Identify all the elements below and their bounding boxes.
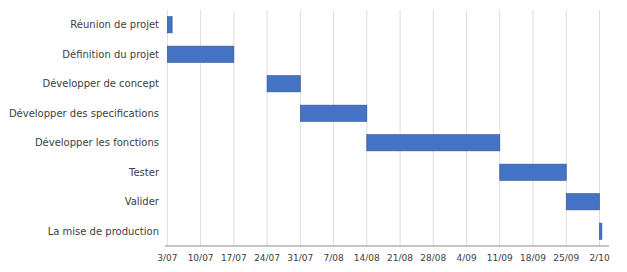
bar: [167, 46, 233, 62]
bar: [566, 194, 599, 210]
x-tick-label: 28/08: [420, 253, 446, 263]
bars: [167, 17, 602, 240]
bar: [167, 17, 172, 33]
grid-line: [499, 10, 500, 246]
x-axis: [165, 246, 609, 247]
grid-line: [599, 10, 600, 246]
grid-line: [333, 10, 334, 246]
bar: [300, 105, 366, 121]
bar: [600, 223, 602, 239]
grid: [167, 10, 599, 246]
grid-line: [533, 10, 534, 246]
x-tick-label: 17/07: [221, 253, 247, 263]
x-tick-label: 14/08: [354, 253, 380, 263]
y-tick-label: Développer les fonctions: [35, 137, 159, 148]
y-tick-label: Définition du projet: [62, 49, 159, 60]
bar: [500, 164, 566, 180]
x-tick-label: 18/09: [520, 253, 546, 263]
grid-line: [433, 10, 434, 246]
bar: [267, 76, 300, 92]
x-tick-label: 11/09: [487, 253, 513, 263]
y-tick-label: Développer de concept: [42, 78, 159, 89]
grid-line: [200, 10, 201, 246]
x-tick-label: 7/08: [323, 253, 343, 263]
y-tick-label: Valider: [125, 196, 160, 207]
grid-line: [300, 10, 301, 246]
x-tick-label: 31/07: [287, 253, 313, 263]
grid-line: [400, 10, 401, 246]
grid-line: [566, 10, 567, 246]
x-tick-label: 3/07: [157, 253, 177, 263]
y-tick-label: Réunion de projet: [70, 19, 159, 30]
x-tick-label: 2/10: [589, 253, 609, 263]
x-tick-label: 4/09: [456, 253, 476, 263]
bar: [367, 135, 500, 151]
grid-line: [366, 10, 367, 246]
x-tick-labels: 3/07 10/07 17/07 24/07 31/07 7/08 14/08 21/08 28…: [157, 253, 610, 263]
x-tick-label: 25/09: [553, 253, 579, 263]
grid-line: [167, 10, 168, 246]
x-tick-label: 21/08: [387, 253, 413, 263]
chart: Réunion de projet Définition du projet Dév…: [0, 0, 627, 272]
y-tick-label: Développer des specifications: [9, 108, 159, 119]
y-tick-labels: Réunion de projet Définition du projet Dév…: [9, 19, 160, 237]
chart-container: Réunion de projet Définition du projet Dév…: [0, 0, 627, 272]
grid-line: [466, 10, 467, 246]
y-tick-label: Tester: [128, 167, 160, 178]
grid-line: [267, 10, 268, 246]
grid-line: [233, 10, 234, 246]
x-tick-label: 24/07: [254, 253, 280, 263]
x-tick-label: 10/07: [188, 253, 214, 263]
y-tick-label: La mise de production: [48, 226, 159, 237]
